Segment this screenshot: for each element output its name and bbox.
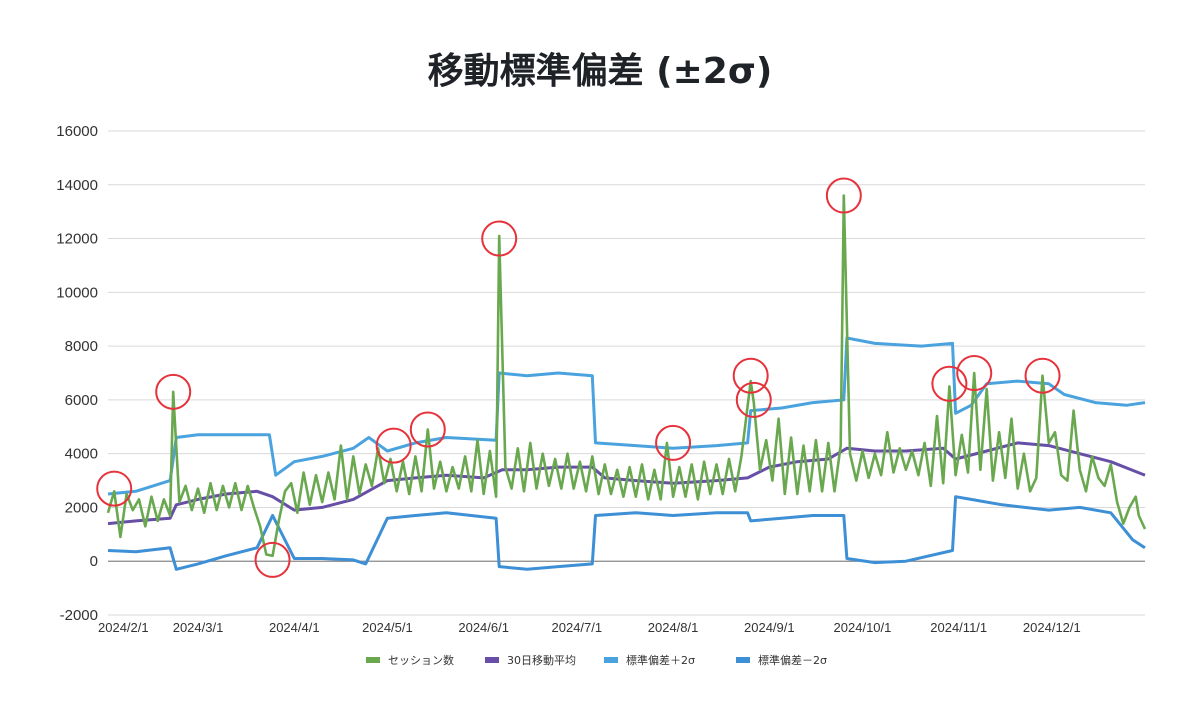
x-tick-label: 2024/3/1 <box>173 620 224 635</box>
series-line-3 <box>107 495 1146 571</box>
x-tick-label: 2024/11/1 <box>930 620 987 635</box>
x-tick-label: 2024/12/1 <box>1023 620 1081 635</box>
x-tick-label: 2024/8/1 <box>648 620 699 635</box>
anomaly-marker <box>155 373 192 410</box>
legend-swatch <box>366 657 380 663</box>
anomaly-marker <box>409 411 446 448</box>
y-tick-label: 14000 <box>56 177 98 194</box>
x-tick-label: 2024/7/1 <box>552 620 603 635</box>
anomaly-marker <box>1024 357 1061 394</box>
legend-label: 標準偏差＋2σ <box>626 653 695 667</box>
y-tick-label: 2000 <box>65 499 98 516</box>
y-tick-label: 6000 <box>65 392 98 409</box>
y-tick-label: 0 <box>90 553 98 570</box>
anomaly-marker <box>735 381 772 418</box>
legend-swatch <box>604 657 618 663</box>
anomaly-marker <box>825 177 862 214</box>
chart-title: 移動標準偏差 (±2σ) <box>427 51 773 92</box>
legend-swatch <box>485 657 499 663</box>
y-tick-label: 8000 <box>65 338 98 355</box>
y-tick-label: 4000 <box>65 446 98 463</box>
legend-label: 30日移動平均 <box>507 653 576 667</box>
anomaly-marker <box>481 220 518 257</box>
anomaly-marker <box>732 357 769 394</box>
x-tick-label: 2024/10/1 <box>834 620 892 635</box>
anomaly-marker <box>931 365 968 402</box>
x-tick-label: 2024/9/1 <box>744 620 795 635</box>
x-tick-label: 2024/5/1 <box>362 620 413 635</box>
anomaly-marker <box>655 424 692 461</box>
x-tick-label: 2024/6/1 <box>458 620 509 635</box>
legend-swatch <box>736 657 750 663</box>
y-tick-label: 10000 <box>56 284 98 301</box>
anomaly-marker <box>956 355 993 391</box>
anomaly-marker <box>254 541 291 578</box>
y-tick-label: 16000 <box>56 123 98 140</box>
x-tick-label: 2024/2/1 <box>98 620 149 635</box>
anomaly-marker <box>375 427 412 464</box>
x-tick-label: 2024/4/1 <box>269 620 320 635</box>
y-tick-label: 12000 <box>56 231 98 248</box>
legend-label: 標準偏差－2σ <box>758 653 827 667</box>
legend-label: セッション数 <box>388 654 454 667</box>
anomaly-marker <box>96 470 133 507</box>
y-tick-label: -2000 <box>60 607 98 624</box>
